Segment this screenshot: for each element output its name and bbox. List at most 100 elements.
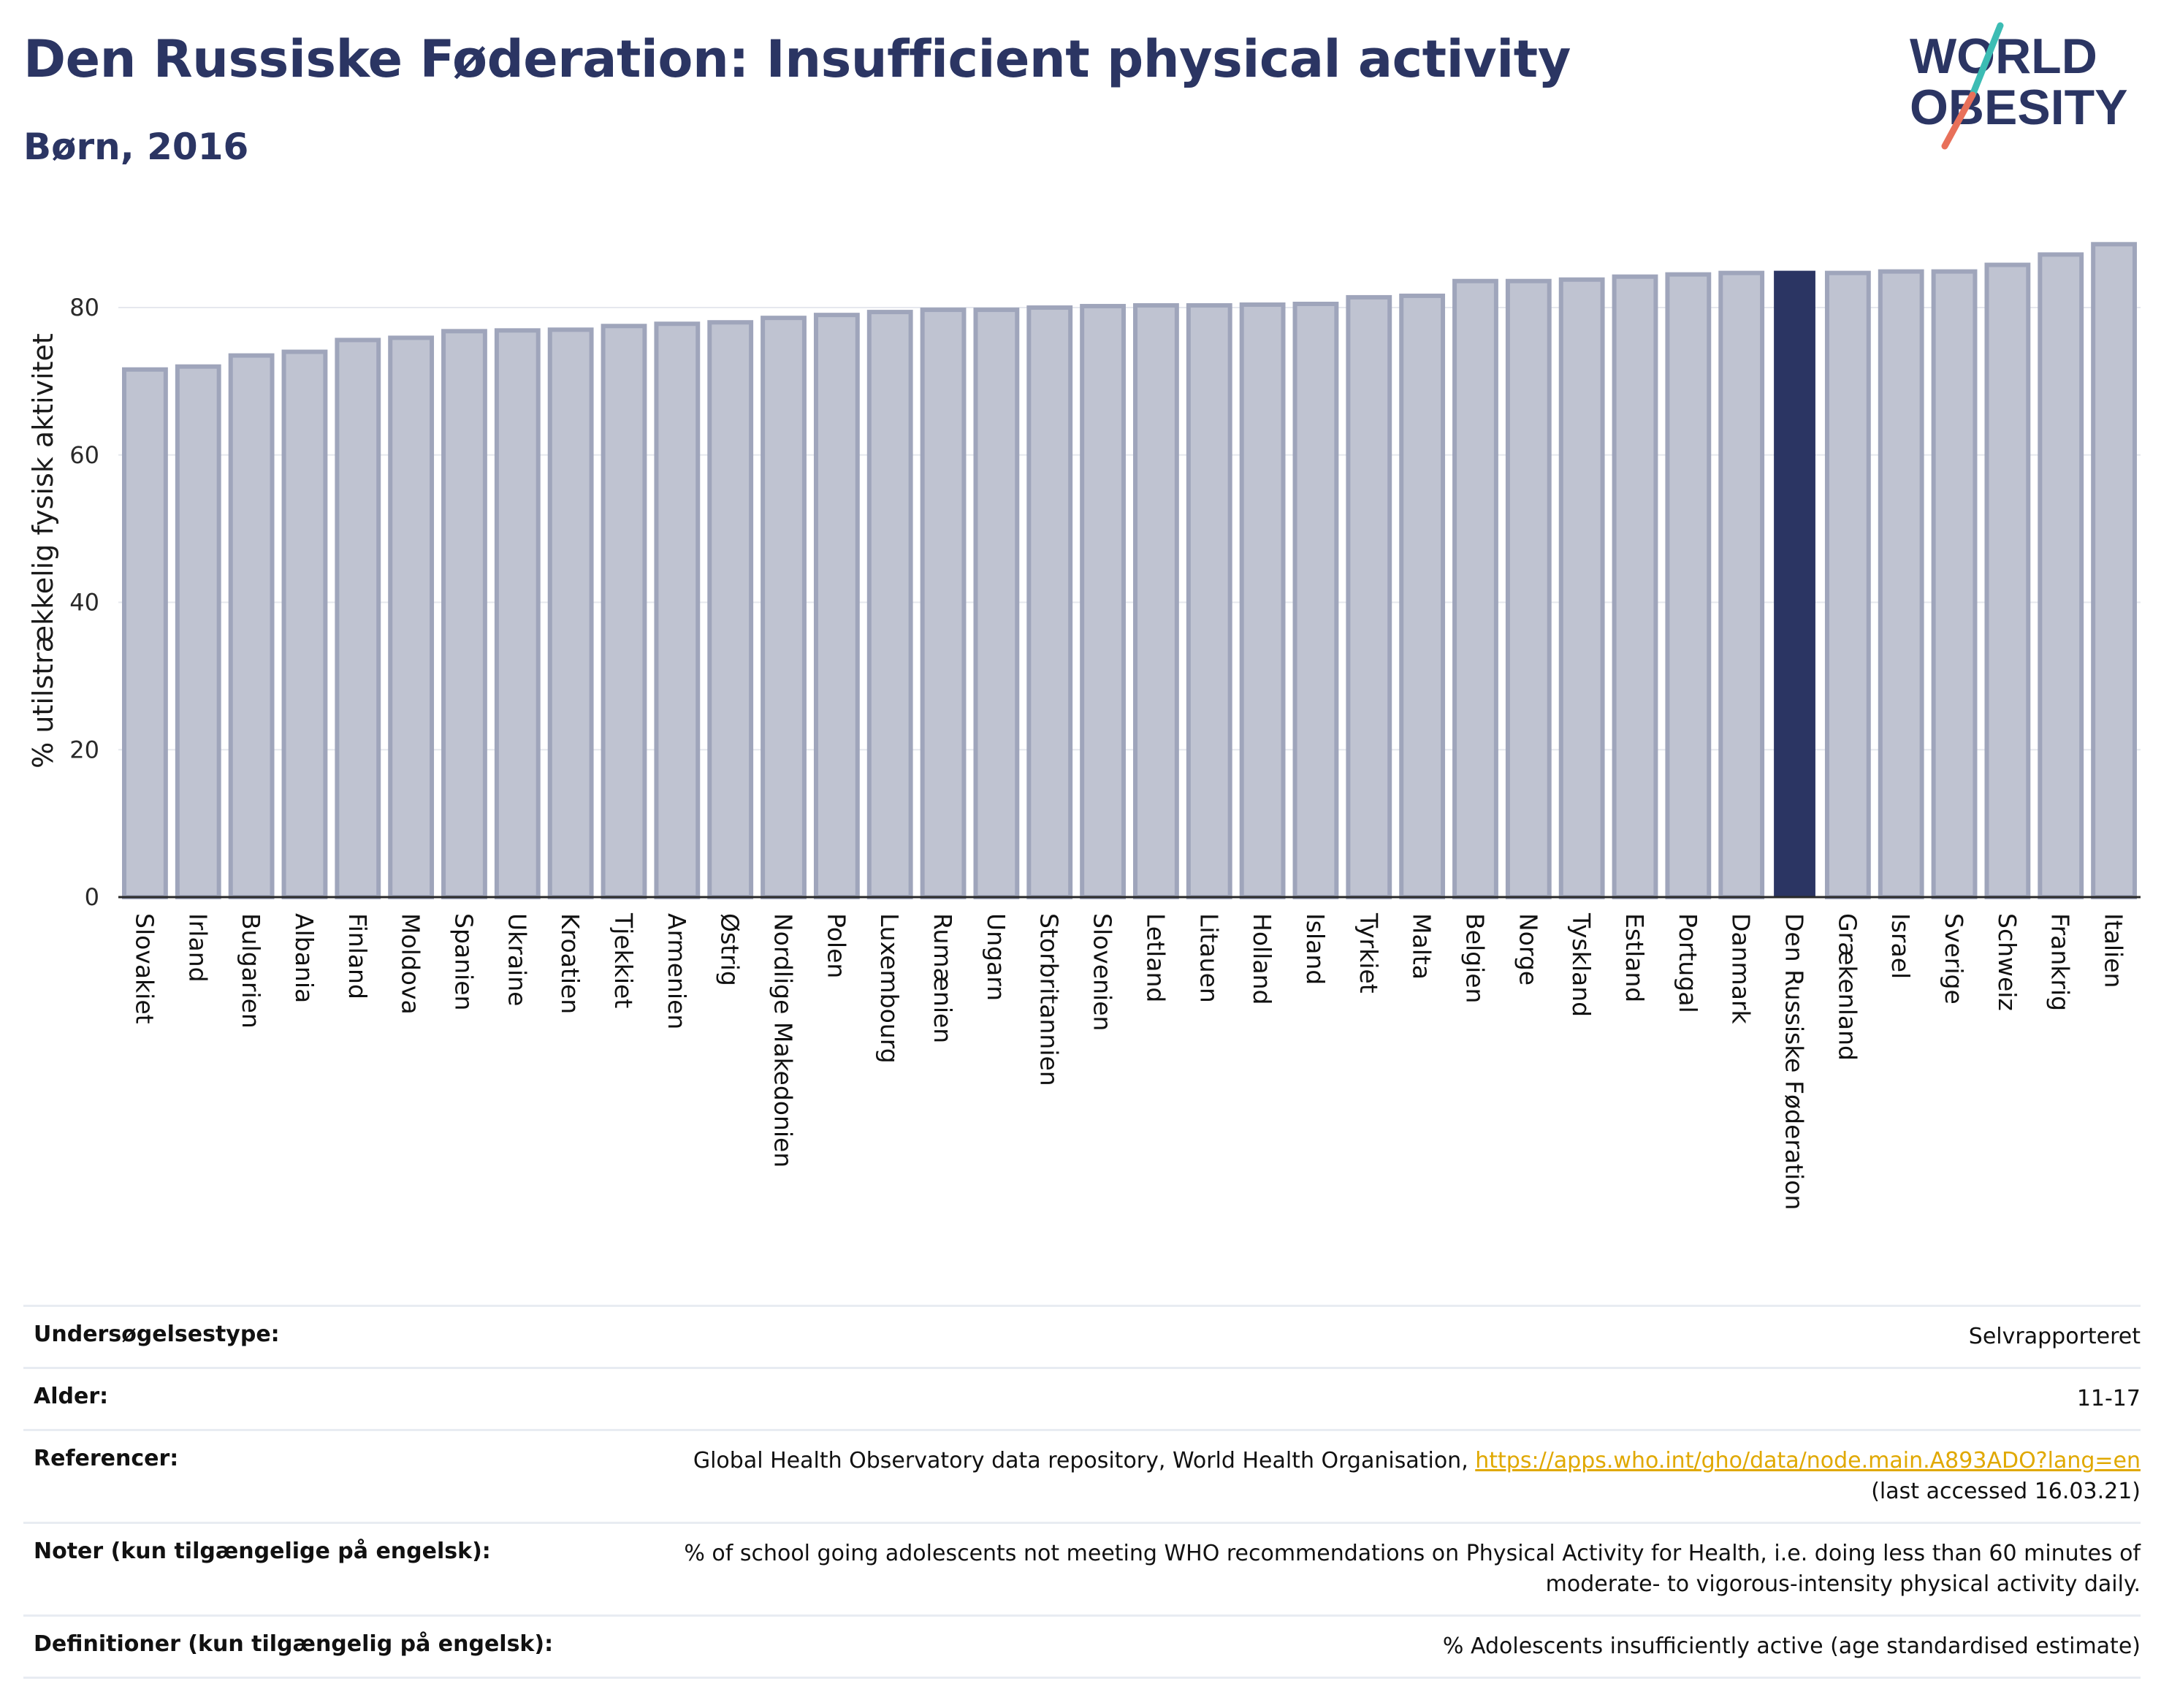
x-tick-label: Moldova	[397, 913, 425, 1015]
x-tick-label: Sverige	[1940, 913, 1968, 1004]
meta-label: Definitioner (kun tilgængelig på engelsk…	[34, 1631, 554, 1657]
bar	[761, 316, 807, 899]
x-tick-label: Finland	[343, 913, 372, 999]
x-tick-label: Island	[1301, 913, 1330, 985]
reference-link[interactable]: https://apps.who.int/gho/data/node.main.…	[1475, 1448, 2141, 1473]
x-tick-label: Østrig	[716, 913, 744, 986]
x-tick-label: Frankrig	[2046, 913, 2075, 1011]
page-title: Den Russiske Føderation: Insufficient ph…	[23, 29, 1571, 89]
x-tick-label: Portugal	[1674, 913, 1702, 1013]
bar	[866, 310, 913, 899]
y-tick-label: 80	[69, 294, 99, 321]
x-tick-label: Rumænien	[929, 913, 957, 1043]
x-tick-label: Schweiz	[1993, 913, 2021, 1011]
bar	[547, 327, 594, 900]
x-tick-label: Israel	[1886, 913, 1915, 979]
x-tick-label: Storbritannien	[1035, 913, 1064, 1086]
bar	[973, 308, 1020, 899]
x-tick-label: Holland	[1248, 913, 1276, 1004]
y-tick-label: 40	[69, 589, 99, 617]
x-tick-label: Italien	[2100, 913, 2128, 988]
page-subtitle: Børn, 2016	[23, 126, 249, 168]
bar	[1878, 269, 1924, 900]
x-tick-label: Danmark	[1727, 913, 1756, 1024]
x-tick-label: Kroatien	[556, 913, 584, 1014]
y-tick-label: 60	[69, 441, 99, 469]
x-tick-label: Ukraine	[503, 913, 531, 1006]
bar	[1824, 270, 1871, 900]
bar	[1080, 304, 1126, 900]
x-tick-label: Irland	[183, 913, 212, 983]
bar	[1612, 274, 1658, 899]
bar	[920, 308, 967, 899]
bar	[441, 329, 487, 900]
notes-text-line2: moderate- to vigorous-intensity physical…	[1545, 1571, 2141, 1597]
notes-text-line1: % of school going adolescents not meetin…	[684, 1541, 2141, 1566]
x-tick-label: Tyrkiet	[1354, 912, 1383, 994]
reference-accessed: (last accessed 16.03.21)	[1871, 1479, 2141, 1504]
bar	[1239, 302, 1286, 900]
meta-value: 11-17	[2076, 1386, 2141, 1411]
x-tick-label: Grækenland	[1833, 913, 1861, 1061]
meta-label: Referencer:	[34, 1446, 179, 1471]
x-tick-label: Norge	[1514, 913, 1542, 985]
bar	[1718, 270, 1765, 900]
x-tick-label: Tjekkiet	[609, 912, 638, 1008]
y-tick-label: 0	[85, 883, 99, 911]
bar	[1452, 278, 1498, 900]
x-tick-label: Malta	[1408, 913, 1436, 980]
bar-chart: 0 20 40 60 80 % utilstrækkelig fysisk aktivit…	[27, 242, 2141, 1210]
bar	[1558, 277, 1605, 899]
bar	[122, 367, 168, 899]
x-tick-label: Nordlige Makedonien	[769, 913, 798, 1167]
bar	[2091, 242, 2137, 899]
x-tick-label: Slovenien	[1089, 913, 1117, 1031]
x-tick-label: Litauen	[1194, 913, 1223, 1003]
x-tick-label: Tyskland	[1567, 912, 1596, 1017]
bar	[1984, 262, 2031, 899]
reference-text: Global Health Observatory data repositor…	[693, 1448, 1476, 1473]
meta-row-references: Referencer: Global Health Observatory da…	[23, 1429, 2141, 1522]
bar	[1774, 270, 1815, 897]
bar	[228, 353, 275, 899]
meta-label: Undersøgelsestype:	[34, 1322, 280, 1347]
bar	[1399, 293, 1446, 899]
bar	[1133, 303, 1179, 899]
meta-value: % Adolescents insufficiently active (age…	[1442, 1633, 2141, 1659]
x-tick-label: Armenien	[663, 913, 691, 1029]
bar	[654, 321, 701, 899]
meta-row-age: Alder: 11-17	[23, 1367, 2141, 1429]
meta-row-notes: Noter (kun tilgængelige på engelsk): % o…	[23, 1522, 2141, 1614]
bar	[1186, 303, 1232, 899]
bar	[707, 320, 754, 899]
meta-row-definitions: Definitioner (kun tilgængelig på engelsk…	[23, 1614, 2141, 1679]
x-tick-label: Ungarn	[982, 913, 1010, 1001]
meta-label: Alder:	[34, 1384, 109, 1409]
y-axis-title: % utilstrækkelig fysisk aktivitet	[27, 333, 59, 769]
bar	[1665, 272, 1712, 899]
metadata-table: Undersøgelsestype: Selvrapporteret Alder…	[23, 1305, 2141, 1679]
logo-line2: OBESITY	[1910, 80, 2128, 135]
meta-row-survey-type: Undersøgelsestype: Selvrapporteret	[23, 1305, 2141, 1367]
bar	[335, 338, 381, 899]
x-tick-label: Luxembourg	[875, 913, 904, 1064]
x-tick-label: Bulgarien	[237, 913, 265, 1029]
meta-value: Global Health Observatory data repositor…	[693, 1446, 2141, 1507]
bar	[813, 313, 860, 899]
meta-value: Selvrapporteret	[1968, 1324, 2141, 1349]
bar	[1505, 278, 1552, 900]
x-tick-label: Spanien	[449, 913, 478, 1010]
bar	[2038, 252, 2084, 899]
x-tick-label: Estland	[1620, 913, 1649, 1002]
bar	[601, 324, 647, 899]
bar	[388, 335, 435, 899]
meta-label: Noter (kun tilgængelige på engelsk):	[34, 1539, 491, 1564]
y-tick-label: 20	[69, 736, 99, 763]
meta-value: % of school going adolescents not meetin…	[684, 1539, 2141, 1600]
logo-slash-coral	[1941, 91, 1976, 150]
world-obesity-logo: WORLD OBESITY	[1910, 22, 2128, 150]
bar	[1931, 269, 1978, 900]
x-tick-label: Polen	[822, 913, 850, 978]
bar	[1292, 302, 1339, 899]
x-tick-label: Albania	[290, 913, 319, 1003]
